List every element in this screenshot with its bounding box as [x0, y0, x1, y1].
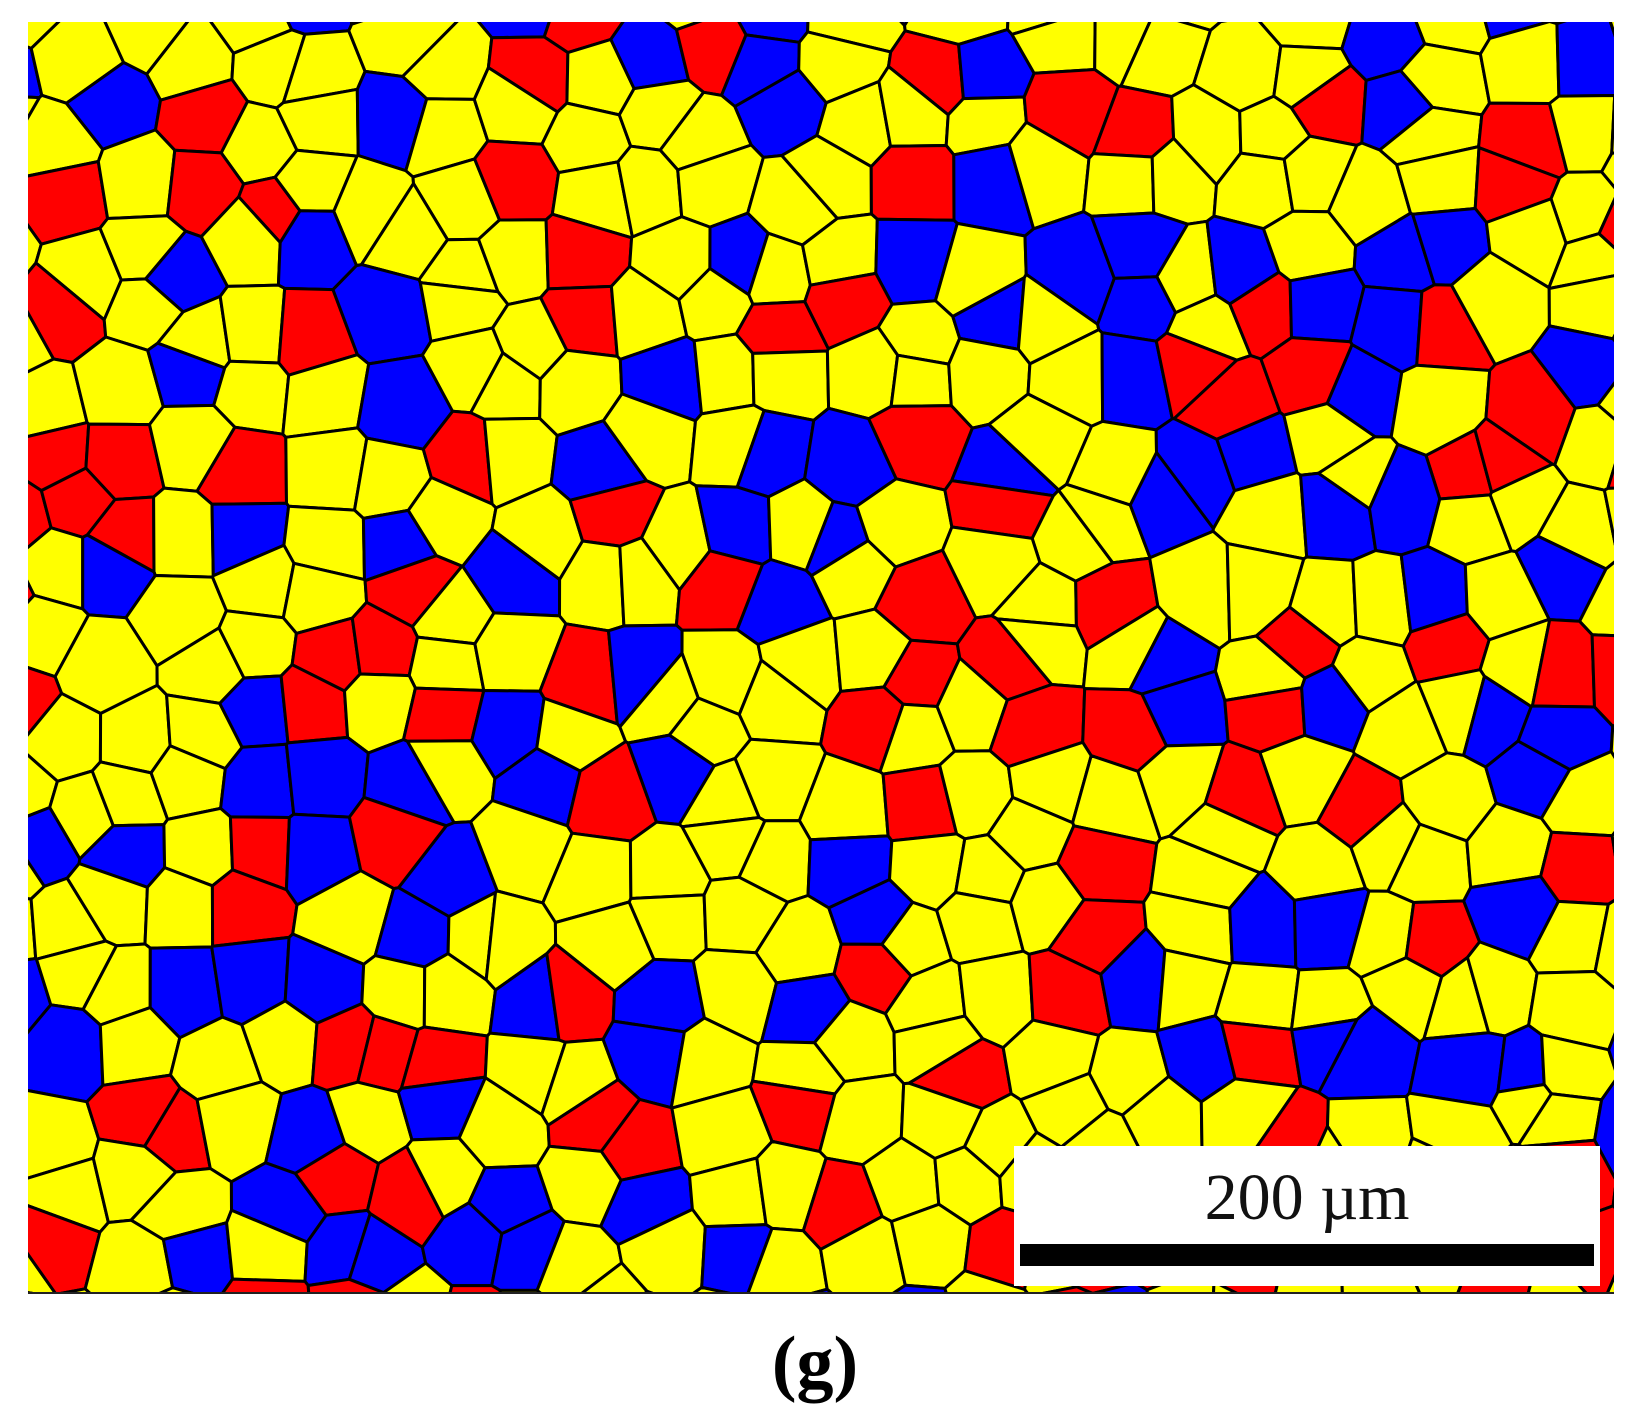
- grain: [28, 1251, 57, 1292]
- grain: [869, 144, 956, 222]
- grain: [1539, 750, 1614, 838]
- grain: [28, 1003, 105, 1104]
- grain: [1608, 22, 1614, 38]
- grain: [581, 1261, 649, 1292]
- grain: [218, 283, 287, 365]
- grain: [159, 1286, 194, 1292]
- scale-bar-line: [1020, 1244, 1594, 1266]
- scale-bar: 200 µm: [1014, 1146, 1600, 1286]
- grains: [28, 22, 1614, 1292]
- grain: [407, 635, 486, 692]
- grain: [943, 1269, 1029, 1292]
- grain: [1610, 831, 1614, 857]
- grain: [284, 735, 370, 819]
- grain: [692, 332, 756, 416]
- grain: [498, 1288, 542, 1292]
- scale-bar-label: 200 µm: [1204, 1161, 1410, 1234]
- frame-baseline: [28, 1292, 1614, 1294]
- grain: [1213, 961, 1301, 1031]
- grain: [402, 686, 486, 743]
- grain: [1597, 197, 1614, 250]
- grain: [692, 1285, 731, 1292]
- grain: [892, 1283, 948, 1292]
- grain: [1600, 151, 1614, 190]
- grain: [221, 1277, 311, 1292]
- grain: [889, 353, 953, 408]
- grain: [1607, 1032, 1614, 1071]
- grain: [1496, 1023, 1546, 1094]
- grain: [644, 1289, 654, 1292]
- grain: [1606, 463, 1614, 490]
- grain: [1555, 22, 1614, 98]
- grain: [284, 426, 369, 512]
- ebsd-grain-map: [28, 22, 1614, 1292]
- grain: [1082, 152, 1156, 218]
- grain-map-image: [28, 22, 1614, 1292]
- grain: [448, 1284, 502, 1292]
- grain: [1042, 1285, 1094, 1292]
- panel-label: (g): [771, 1322, 859, 1404]
- grain: [1602, 486, 1614, 546]
- grain: [60, 1287, 91, 1292]
- grain: [811, 1287, 833, 1292]
- grain: [306, 1277, 385, 1292]
- grain: [152, 486, 215, 579]
- grain: [1610, 94, 1614, 155]
- grain: [1606, 1274, 1614, 1292]
- grain: [28, 666, 64, 737]
- grain: [382, 1261, 454, 1292]
